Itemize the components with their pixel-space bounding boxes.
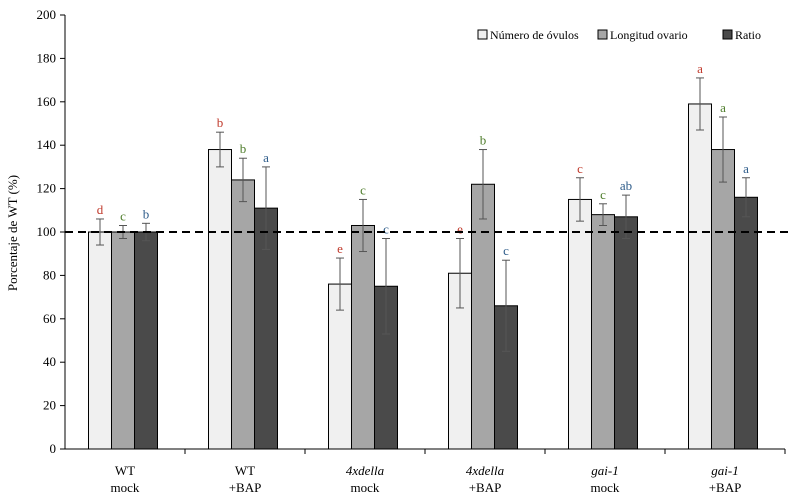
significance-label: a [720, 100, 726, 115]
significance-label: a [697, 61, 703, 76]
x-tick-label-sub: mock [591, 480, 620, 495]
bar [111, 231, 135, 450]
significance-label: a [263, 150, 269, 165]
bar [734, 196, 758, 450]
significance-label: c [503, 243, 509, 258]
significance-label: d [97, 202, 104, 217]
significance-label: b [217, 115, 224, 130]
significance-label: c [120, 208, 126, 223]
x-tick-label: 4xdella [466, 463, 505, 478]
significance-label: ab [620, 178, 632, 193]
y-axis-label: Porcentaje de WT (%) [5, 175, 20, 291]
significance-label: c [577, 161, 583, 176]
x-tick-label-sub: +BAP [229, 480, 262, 495]
y-tick-label: 20 [43, 398, 56, 413]
bar [591, 214, 615, 450]
y-tick-label: 160 [37, 94, 57, 109]
bar [231, 179, 255, 450]
bar [351, 224, 375, 450]
significance-label: a [743, 161, 749, 176]
y-tick-label: 60 [43, 311, 56, 326]
y-tick-label: 100 [37, 224, 57, 239]
significance-label: c [360, 182, 366, 197]
bar [134, 231, 158, 450]
axes [64, 15, 786, 454]
bar [688, 103, 712, 450]
bar [88, 231, 112, 450]
significance-label: c [383, 222, 389, 237]
y-tick-label: 0 [50, 441, 57, 456]
x-tick-label: gai-1 [591, 463, 618, 478]
y-tick-label: 140 [37, 137, 57, 152]
legend-label: Número de óvulos [490, 28, 579, 42]
bar [471, 183, 495, 450]
x-tick-labels: WT mock WT +BAP 4xdella mock 4xdella +BAP gai-1 m… [111, 463, 742, 495]
y-axis-ticks: 0 20 40 60 80 100 120 140 160 180 200 [37, 7, 65, 456]
x-tick-label-sub: mock [351, 480, 380, 495]
bar [614, 216, 638, 450]
significance-label: e [457, 222, 463, 237]
significance-label: c [600, 187, 606, 202]
significance-label: b [480, 133, 487, 148]
x-tick-label-sub: +BAP [469, 480, 502, 495]
bar [711, 149, 735, 450]
legend-label: Ratio [735, 28, 761, 42]
bar [208, 149, 232, 450]
x-tick-label: WT [115, 463, 135, 478]
y-tick-label: 40 [43, 354, 56, 369]
legend: Número de óvulos Longitud ovario Ratio [477, 28, 761, 42]
x-tick-label: gai-1 [711, 463, 738, 478]
x-tick-label-sub: +BAP [709, 480, 742, 495]
y-tick-label: 80 [43, 267, 56, 282]
legend-swatch [597, 29, 608, 40]
x-tick-label: 4xdella [346, 463, 385, 478]
x-tick-label: WT [235, 463, 255, 478]
legend-swatch [722, 29, 733, 40]
significance-label: b [240, 141, 247, 156]
legend-swatch [477, 29, 488, 40]
significance-label: e [337, 241, 343, 256]
y-tick-label: 120 [37, 181, 57, 196]
y-tick-label: 200 [37, 7, 57, 22]
bar [568, 198, 592, 450]
significance-label: b [143, 206, 150, 221]
x-tick-label-sub: mock [111, 480, 140, 495]
legend-label: Longitud ovario [610, 28, 688, 42]
y-tick-label: 180 [37, 50, 57, 65]
